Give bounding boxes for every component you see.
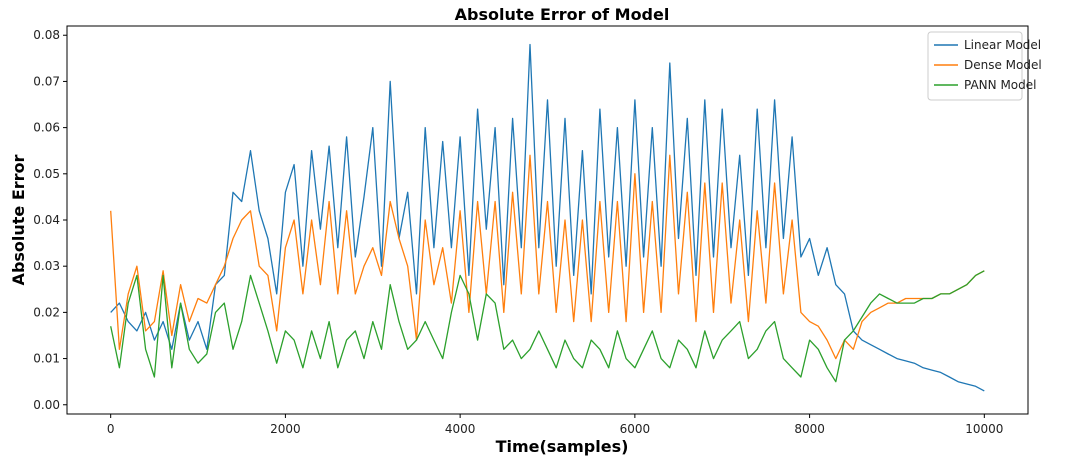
- x-tick-label: 4000: [445, 422, 476, 436]
- plot-lines: [110, 43, 985, 392]
- y-tick-label: 0.07: [33, 74, 60, 88]
- x-tick-label: 6000: [620, 422, 651, 436]
- x-axis-title: Time(samples): [496, 437, 629, 456]
- y-tick-label: 0.02: [33, 305, 60, 319]
- legend-label: Linear Model: [964, 38, 1041, 52]
- legend-label: Dense Model: [964, 58, 1042, 72]
- y-tick-label: 0.03: [33, 259, 60, 273]
- x-tick-label: 10000: [965, 422, 1003, 436]
- axes: 0 2000 4000 6000 8000 10000 0.00 0.01 0.02 0.03 0.…: [33, 25, 1029, 436]
- series-line-3: [110, 270, 985, 383]
- series-line-2: [110, 154, 985, 360]
- y-tick-label: 0.01: [33, 352, 60, 366]
- y-tick-label: 0.04: [33, 213, 60, 227]
- series-line-1: [110, 43, 985, 392]
- y-axis-title: Absolute Error: [9, 154, 28, 285]
- legend-box: [927, 31, 1023, 101]
- y-tick-label: 0.06: [33, 121, 60, 135]
- x-tick-label: 2000: [270, 422, 301, 436]
- chart-title: Absolute Error of Model: [455, 5, 670, 24]
- y-tick-label: 0.05: [33, 167, 60, 181]
- y-tick-label: 0.08: [33, 28, 60, 42]
- legend: Linear Model Dense Model PANN Model: [927, 31, 1042, 101]
- x-tick-label: 8000: [794, 422, 825, 436]
- y-tick-label: 0.00: [33, 398, 60, 412]
- legend-label: PANN Model: [964, 78, 1036, 92]
- x-tick-label: 0: [107, 422, 115, 436]
